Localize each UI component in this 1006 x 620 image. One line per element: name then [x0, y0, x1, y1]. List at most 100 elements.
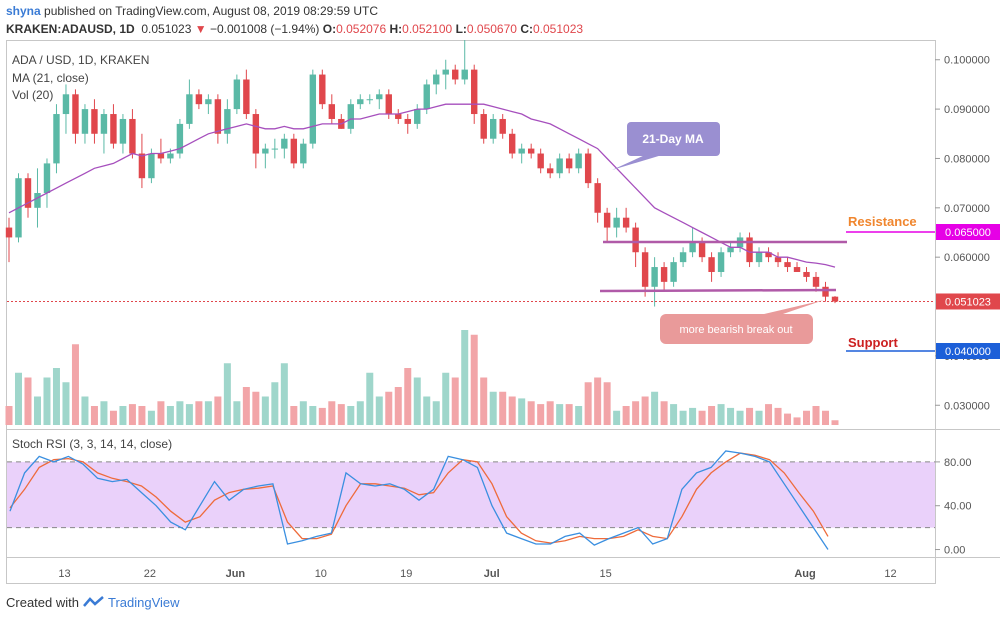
candle[interactable] — [575, 148, 582, 174]
volume-bar — [765, 404, 773, 425]
volume-bar — [499, 391, 507, 425]
candle[interactable] — [309, 69, 317, 149]
candle[interactable] — [423, 79, 430, 115]
candle[interactable] — [717, 247, 725, 277]
volume-bar — [594, 377, 602, 425]
candle[interactable] — [205, 94, 212, 115]
candle[interactable] — [527, 143, 535, 159]
candle[interactable] — [822, 281, 829, 302]
candle[interactable] — [755, 247, 763, 268]
lower-trendline[interactable] — [599, 288, 837, 293]
candle[interactable] — [195, 89, 203, 110]
ma-callout[interactable]: 21-Day MA — [612, 122, 720, 170]
candle[interactable] — [660, 262, 668, 292]
candle[interactable] — [708, 252, 715, 282]
candle[interactable] — [546, 163, 554, 179]
candle[interactable] — [328, 94, 336, 124]
candle[interactable] — [81, 104, 89, 144]
volume-bar — [537, 404, 545, 425]
candle[interactable] — [72, 89, 79, 144]
candle[interactable] — [62, 84, 70, 134]
candle[interactable] — [129, 109, 136, 159]
candle[interactable] — [91, 99, 98, 144]
volume-bar — [5, 406, 13, 425]
candle[interactable] — [252, 109, 260, 169]
candle[interactable] — [641, 247, 649, 297]
candle[interactable] — [366, 94, 373, 105]
candle[interactable] — [138, 133, 146, 189]
volume-bar — [755, 410, 763, 425]
candle[interactable] — [632, 222, 639, 268]
volume-bar — [375, 396, 383, 425]
candle[interactable] — [622, 207, 630, 233]
candle[interactable] — [281, 133, 288, 159]
candle[interactable] — [53, 104, 60, 174]
candle[interactable] — [433, 69, 440, 95]
stoch-tick-label: 0.00 — [944, 545, 965, 557]
candle[interactable] — [442, 59, 449, 90]
candle[interactable] — [148, 148, 155, 184]
candle[interactable] — [784, 257, 791, 272]
candle[interactable] — [452, 64, 459, 85]
candle[interactable] — [765, 247, 772, 263]
candle[interactable] — [414, 104, 421, 129]
candle[interactable] — [537, 148, 544, 174]
candle[interactable] — [404, 114, 411, 134]
candle[interactable] — [594, 178, 601, 223]
candle[interactable] — [357, 94, 364, 110]
candle[interactable] — [793, 262, 801, 272]
candle[interactable] — [518, 143, 525, 164]
candle[interactable] — [157, 138, 165, 164]
candle[interactable] — [290, 133, 298, 169]
candle[interactable] — [670, 257, 677, 287]
candle[interactable] — [831, 296, 839, 304]
candle[interactable] — [262, 143, 269, 169]
candle[interactable] — [565, 153, 573, 174]
candle[interactable] — [224, 99, 231, 144]
candle[interactable] — [613, 207, 620, 238]
candle[interactable] — [556, 153, 563, 179]
candle[interactable] — [319, 69, 326, 110]
tradingview-brand[interactable]: TradingView — [108, 595, 180, 610]
volume-bar — [546, 401, 554, 425]
publisher-username[interactable]: shyna — [6, 4, 41, 18]
time-tick-label: 10 — [315, 568, 327, 580]
candle[interactable] — [243, 69, 250, 119]
candle[interactable] — [803, 267, 810, 282]
candle[interactable] — [499, 114, 506, 139]
candle[interactable] — [480, 109, 487, 144]
candle[interactable] — [233, 74, 241, 115]
candle[interactable] — [461, 40, 468, 85]
candle[interactable] — [300, 138, 307, 169]
candle[interactable] — [347, 99, 354, 134]
volume-bar — [404, 368, 412, 425]
candle[interactable] — [271, 138, 279, 159]
candle[interactable] — [603, 207, 611, 243]
candle[interactable] — [812, 271, 820, 292]
candle[interactable] — [376, 89, 383, 110]
breakout-callout[interactable]: more bearish break out — [660, 300, 824, 344]
candle[interactable] — [471, 64, 478, 124]
price-chart[interactable]: 21-Day MA more bearish break out Resista… — [0, 0, 1006, 590]
candle[interactable] — [746, 232, 753, 268]
candle[interactable] — [651, 257, 658, 307]
candle[interactable] — [584, 148, 592, 189]
volume-bar — [347, 406, 355, 425]
candle[interactable] — [727, 242, 734, 258]
candle[interactable] — [5, 217, 13, 263]
candle[interactable] — [24, 173, 32, 218]
candle[interactable] — [119, 114, 127, 154]
candle[interactable] — [214, 94, 222, 144]
candle[interactable] — [395, 109, 402, 124]
candle[interactable] — [338, 114, 345, 129]
candle[interactable] — [100, 109, 108, 154]
candle[interactable] — [774, 252, 782, 268]
candle[interactable] — [508, 128, 516, 159]
candle[interactable] — [110, 104, 117, 149]
candle[interactable] — [490, 114, 497, 144]
candle[interactable] — [176, 118, 184, 159]
candle[interactable] — [679, 247, 687, 268]
ma-21-line — [8, 103, 836, 268]
candle[interactable] — [186, 79, 193, 129]
candle[interactable] — [43, 158, 51, 208]
